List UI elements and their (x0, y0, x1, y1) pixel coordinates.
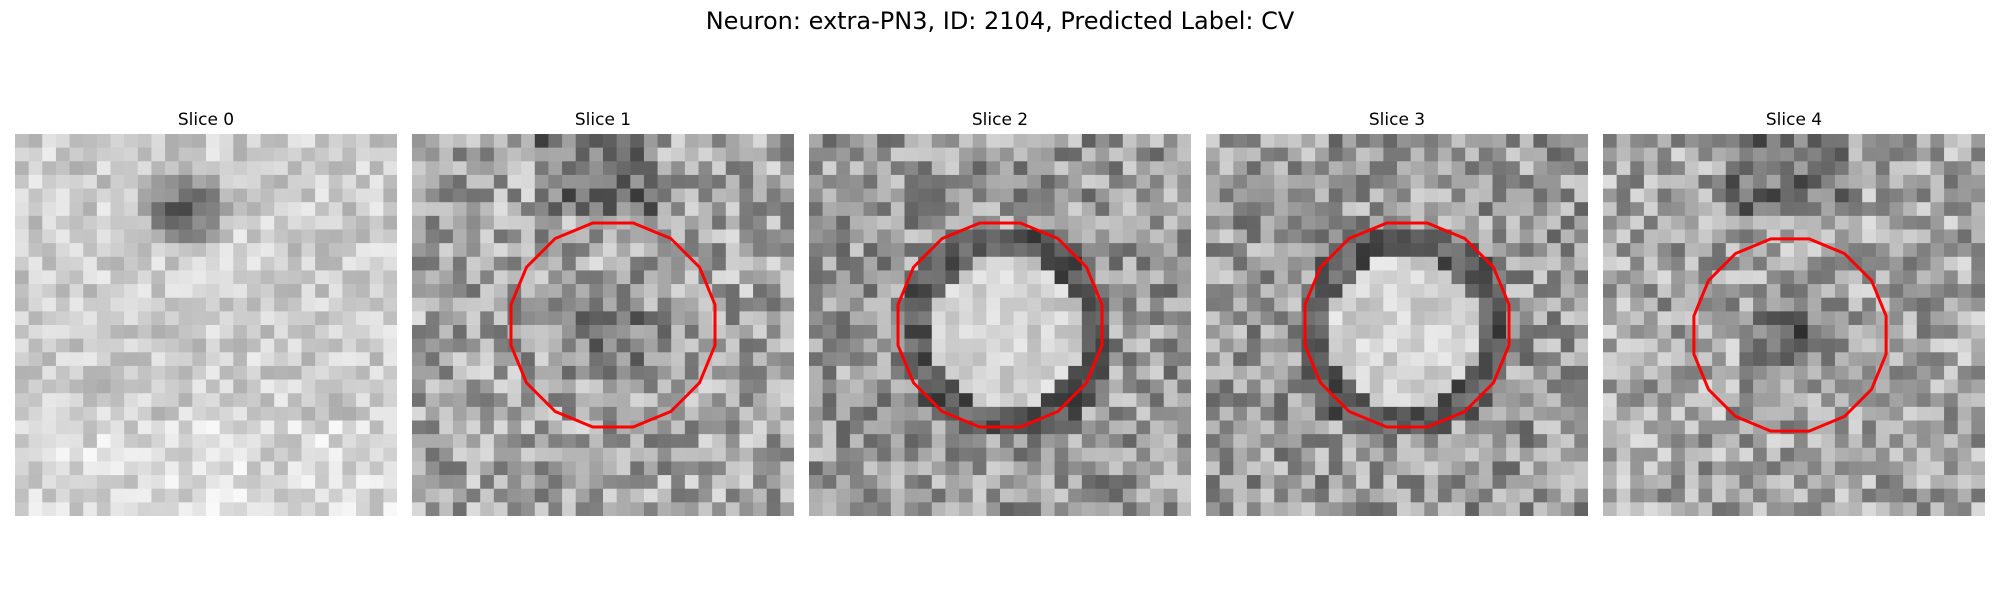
figure-title: Neuron: extra-PN3, ID: 2104, Predicted L… (705, 7, 1295, 35)
slice-title: Slice 2 (971, 110, 1029, 130)
roi-contour (509, 221, 717, 429)
slice-image (1603, 134, 1985, 516)
slice-title: Slice 0 (177, 110, 235, 130)
slice-panel-3: Slice 3 (1206, 106, 1588, 516)
slice-image (15, 134, 397, 516)
slice-title: Slice 1 (574, 110, 632, 130)
slice-image (809, 134, 1191, 516)
roi-contour (1303, 221, 1511, 429)
roi-contour (1692, 237, 1888, 433)
slice-title: Slice 3 (1368, 110, 1426, 130)
slice-image (412, 134, 794, 516)
slice-panel-1: Slice 1 (412, 106, 794, 516)
slice-panel-4: Slice 4 (1603, 106, 1985, 516)
slice-title: Slice 4 (1765, 110, 1823, 130)
roi-contour (896, 221, 1104, 429)
slice-panel-2: Slice 2 (809, 106, 1191, 516)
slice-panel-0: Slice 0 (15, 106, 397, 516)
slice-image (1206, 134, 1588, 516)
